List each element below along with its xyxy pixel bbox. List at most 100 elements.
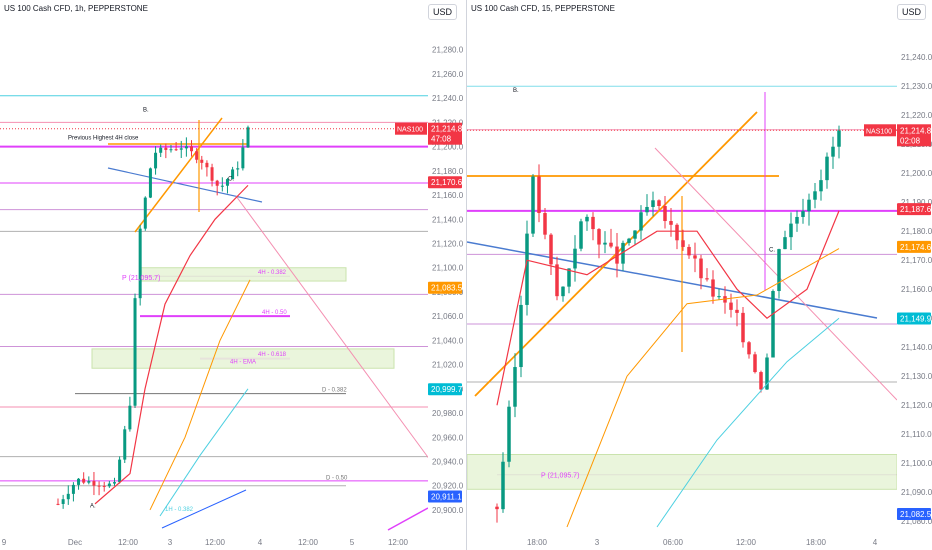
level-tag — [428, 383, 462, 396]
candle-body — [597, 229, 601, 245]
candle-body — [215, 180, 219, 186]
candle-body — [573, 248, 577, 269]
candle-body — [789, 223, 793, 238]
candle-body — [118, 459, 122, 483]
candle-body — [807, 199, 811, 212]
candle-body — [148, 168, 152, 198]
candle-body — [61, 499, 65, 504]
price-tick-label: 21,180.0 — [901, 227, 932, 236]
annotation-label: 1H - 0.382 — [165, 507, 194, 513]
symbol-tag — [395, 122, 427, 135]
moving-average-line — [94, 184, 249, 505]
symbol-tag — [864, 124, 896, 137]
annotation-label: B. — [513, 88, 519, 94]
currency-button[interactable]: USD — [428, 4, 458, 20]
time-tick-label: 3 — [595, 538, 600, 547]
annotation-label: D - 0.382 — [322, 387, 347, 393]
candle-body — [657, 200, 661, 207]
time-tick-label: 06:00 — [663, 538, 684, 547]
zone-box — [91, 348, 395, 369]
price-axis — [428, 0, 466, 550]
annotation-label: C. — [769, 248, 775, 254]
candle-body — [123, 429, 127, 460]
candle-body — [711, 279, 715, 297]
trend-line — [467, 241, 878, 319]
annotation-label: B. — [143, 108, 149, 114]
candle-body — [174, 149, 178, 151]
candle-body — [639, 212, 643, 231]
trend-line — [161, 489, 247, 529]
moving-average-line — [566, 248, 840, 528]
price-tag-time: 02:08 — [900, 136, 921, 145]
candle-body — [549, 234, 553, 265]
time-tick-label: 18:00 — [806, 538, 827, 547]
price-tick-label: 21,040.0 — [432, 336, 464, 345]
candle-body — [831, 146, 835, 157]
moving-average-line — [656, 317, 840, 528]
candle-body — [513, 367, 517, 407]
chart-canvas-15m[interactable]: B. C. P (21,095.7) 21,240.0 21,230.0 21,220.0… — [467, 0, 932, 550]
candle-body — [603, 242, 607, 245]
level-tag — [897, 312, 931, 325]
candle-body — [837, 130, 841, 147]
candle-body — [609, 242, 613, 247]
candle-body — [179, 148, 183, 150]
price-tick-label: 21,130.0 — [901, 372, 932, 381]
candle-body — [507, 406, 511, 462]
candle-body — [669, 221, 673, 225]
candle-body — [231, 169, 235, 180]
level-tag — [897, 240, 931, 253]
price-tick-label: 20,920.0 — [432, 482, 464, 491]
candle-body — [621, 242, 625, 264]
annotation-label: 4H - EMA — [230, 359, 256, 365]
symbol-tag-label: NAS100 — [866, 128, 892, 135]
chart-panel-1h[interactable]: Previous Highest 4H close B. C. A. P (21,095… — [0, 0, 466, 550]
candle-body — [819, 180, 823, 192]
time-tick-label: Dec — [68, 538, 82, 547]
annotation-label: 4H - 0.50 — [262, 310, 287, 316]
level-tag — [897, 507, 931, 520]
price-tag-value: 21,214.8 — [431, 125, 463, 134]
price-tag — [428, 122, 462, 145]
price-tick-label: 21,100.0 — [901, 459, 932, 468]
candle-body — [615, 246, 619, 264]
candle-body — [777, 249, 781, 292]
price-tick-label: 20,940.0 — [432, 458, 464, 467]
candle-body — [107, 483, 111, 487]
candle-body — [663, 206, 667, 222]
candle-body — [169, 149, 173, 151]
price-tag — [897, 124, 931, 147]
candle-body — [741, 312, 745, 343]
candle-body — [645, 206, 649, 213]
time-tick-label: 3 — [168, 538, 173, 547]
candle-body — [159, 147, 163, 153]
candle-body — [699, 258, 703, 279]
candle-body — [735, 309, 739, 313]
annotation-label: Previous Highest 4H close — [68, 135, 139, 141]
candle-body — [495, 506, 499, 510]
time-tick-label: 12:00 — [118, 538, 139, 547]
chart-canvas-1h[interactable]: Previous Highest 4H close B. C. A. P (21,095… — [0, 0, 466, 550]
candle-body — [519, 304, 523, 368]
annotation-label: 4H - 0.618 — [258, 352, 287, 358]
candle-body — [82, 478, 86, 483]
annotation-label: D - 0.50 — [326, 476, 348, 482]
candle-body — [246, 127, 250, 148]
time-tick-label: 4 — [258, 538, 263, 547]
annotation-label: 4H - 0.382 — [258, 270, 287, 276]
currency-button[interactable]: USD — [897, 4, 927, 20]
candle-body — [128, 405, 132, 430]
candle-body — [555, 264, 559, 297]
candle-body — [92, 481, 96, 486]
chart-title: US 100 Cash CFD, 1h, PEPPERSTONE — [4, 4, 148, 13]
candle-body — [154, 152, 158, 169]
candle-body — [543, 213, 547, 235]
price-tick-label: 21,020.0 — [432, 361, 464, 370]
annotation-label: A. — [90, 504, 96, 510]
chart-panel-15m[interactable]: B. C. P (21,095.7) 21,240.0 21,230.0 21,220.0… — [466, 0, 932, 550]
time-tick-label: 18:00 — [527, 538, 548, 547]
time-tick-label: 12:00 — [736, 538, 757, 547]
candle-body — [66, 493, 70, 500]
candle-body — [501, 461, 505, 510]
moving-average-line — [496, 210, 840, 406]
